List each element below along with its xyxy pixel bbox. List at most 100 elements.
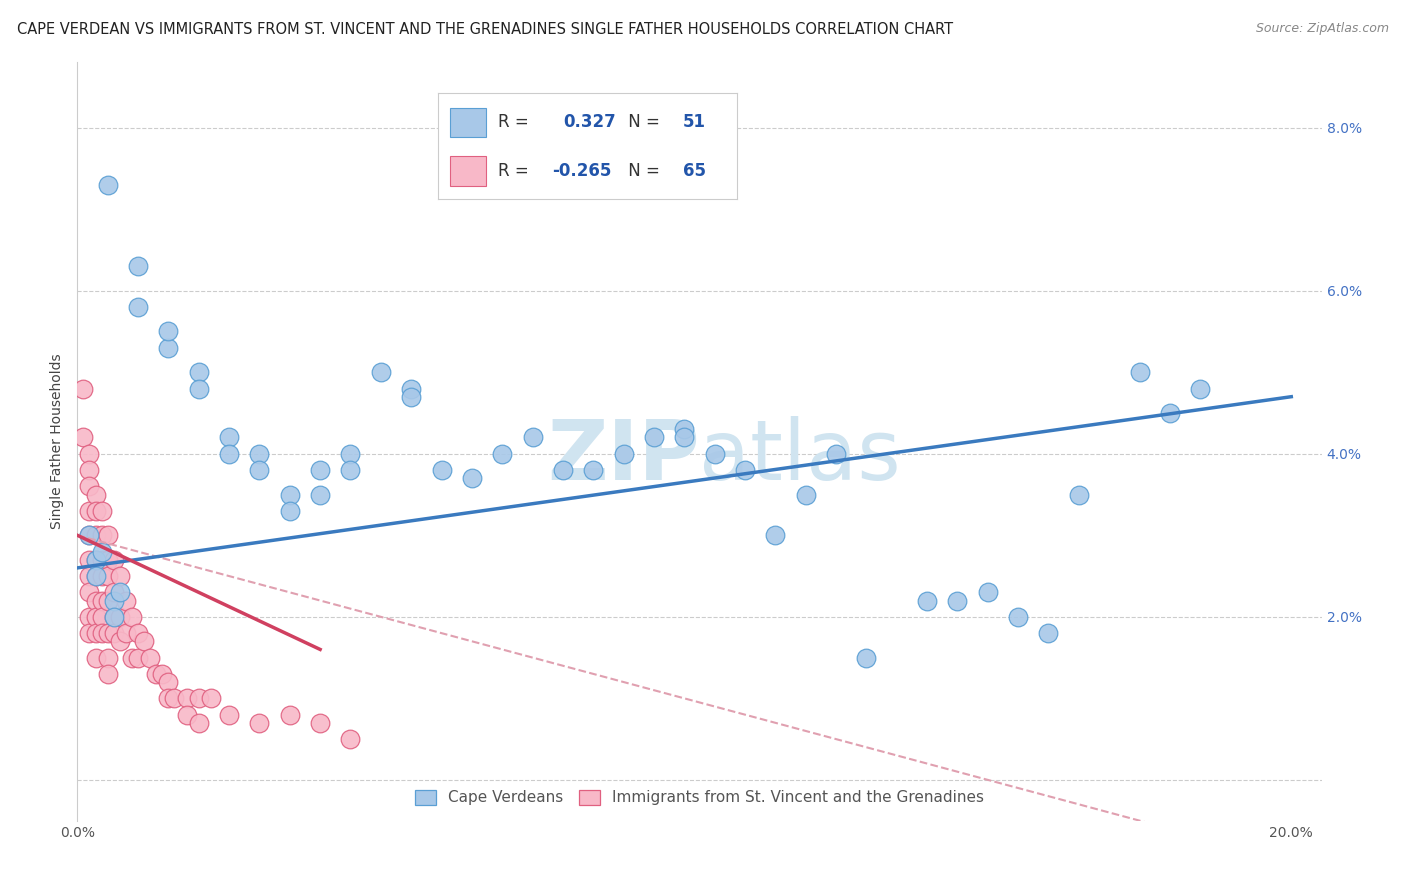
Point: [249, 715, 271, 730]
Point: [121, 610, 143, 624]
Point: [127, 626, 149, 640]
Point: [157, 675, 180, 690]
Point: [79, 447, 101, 461]
Point: [84, 626, 107, 640]
Point: [582, 463, 605, 477]
Point: [79, 569, 101, 583]
Point: [794, 487, 817, 501]
Point: [491, 447, 513, 461]
Point: [551, 463, 574, 477]
Point: [90, 528, 112, 542]
Point: [977, 585, 1000, 599]
Point: [103, 610, 125, 624]
Point: [139, 650, 162, 665]
Point: [84, 569, 107, 583]
Point: [218, 707, 240, 722]
Point: [79, 528, 101, 542]
Point: [121, 650, 143, 665]
Point: [1038, 626, 1060, 640]
Point: [278, 504, 301, 518]
Point: [915, 593, 938, 607]
Point: [90, 626, 112, 640]
Point: [103, 610, 125, 624]
Point: [103, 626, 125, 640]
Point: [187, 691, 209, 706]
Point: [673, 430, 696, 444]
Point: [339, 463, 361, 477]
Point: [127, 650, 149, 665]
Point: [145, 666, 167, 681]
Point: [79, 553, 101, 567]
Point: [522, 430, 544, 444]
Point: [79, 626, 101, 640]
Point: [84, 553, 107, 567]
Point: [1159, 406, 1181, 420]
Point: [127, 300, 149, 314]
Point: [97, 650, 120, 665]
Point: [703, 447, 725, 461]
Point: [79, 463, 101, 477]
Point: [187, 365, 209, 379]
Point: [97, 593, 120, 607]
Point: [1189, 382, 1212, 396]
Point: [309, 463, 332, 477]
Point: [108, 569, 131, 583]
Point: [218, 430, 240, 444]
Point: [84, 569, 107, 583]
Point: [84, 593, 107, 607]
Point: [176, 691, 198, 706]
Point: [157, 691, 180, 706]
Point: [97, 666, 120, 681]
Point: [1067, 487, 1090, 501]
Point: [97, 528, 120, 542]
Point: [90, 553, 112, 567]
Point: [97, 569, 120, 583]
Point: [132, 634, 155, 648]
Point: [825, 447, 848, 461]
Point: [187, 382, 209, 396]
Point: [157, 341, 180, 355]
Point: [84, 610, 107, 624]
Point: [218, 447, 240, 461]
Point: [734, 463, 756, 477]
Y-axis label: Single Father Households: Single Father Households: [51, 354, 65, 529]
Point: [763, 528, 786, 542]
Text: ZIP: ZIP: [547, 417, 700, 497]
Point: [673, 422, 696, 436]
Point: [339, 447, 361, 461]
Point: [150, 666, 173, 681]
Point: [108, 610, 131, 624]
Point: [84, 528, 107, 542]
Point: [90, 593, 112, 607]
Point: [90, 544, 112, 558]
Point: [115, 593, 138, 607]
Point: [97, 553, 120, 567]
Point: [84, 487, 107, 501]
Point: [97, 178, 120, 192]
Point: [946, 593, 969, 607]
Point: [115, 626, 138, 640]
Point: [430, 463, 453, 477]
Point: [84, 650, 107, 665]
Point: [249, 447, 271, 461]
Point: [309, 487, 332, 501]
Point: [72, 382, 94, 396]
Point: [90, 569, 112, 583]
Text: Source: ZipAtlas.com: Source: ZipAtlas.com: [1256, 22, 1389, 36]
Point: [461, 471, 484, 485]
Legend: Cape Verdeans, Immigrants from St. Vincent and the Grenadines: Cape Verdeans, Immigrants from St. Vince…: [415, 790, 984, 805]
Point: [855, 650, 877, 665]
Point: [1007, 610, 1029, 624]
Point: [613, 447, 636, 461]
Point: [278, 487, 301, 501]
Point: [72, 430, 94, 444]
Point: [79, 585, 101, 599]
Point: [79, 528, 101, 542]
Point: [79, 504, 101, 518]
Point: [90, 504, 112, 518]
Point: [84, 553, 107, 567]
Point: [399, 382, 422, 396]
Point: [309, 715, 332, 730]
Point: [97, 626, 120, 640]
Point: [200, 691, 222, 706]
